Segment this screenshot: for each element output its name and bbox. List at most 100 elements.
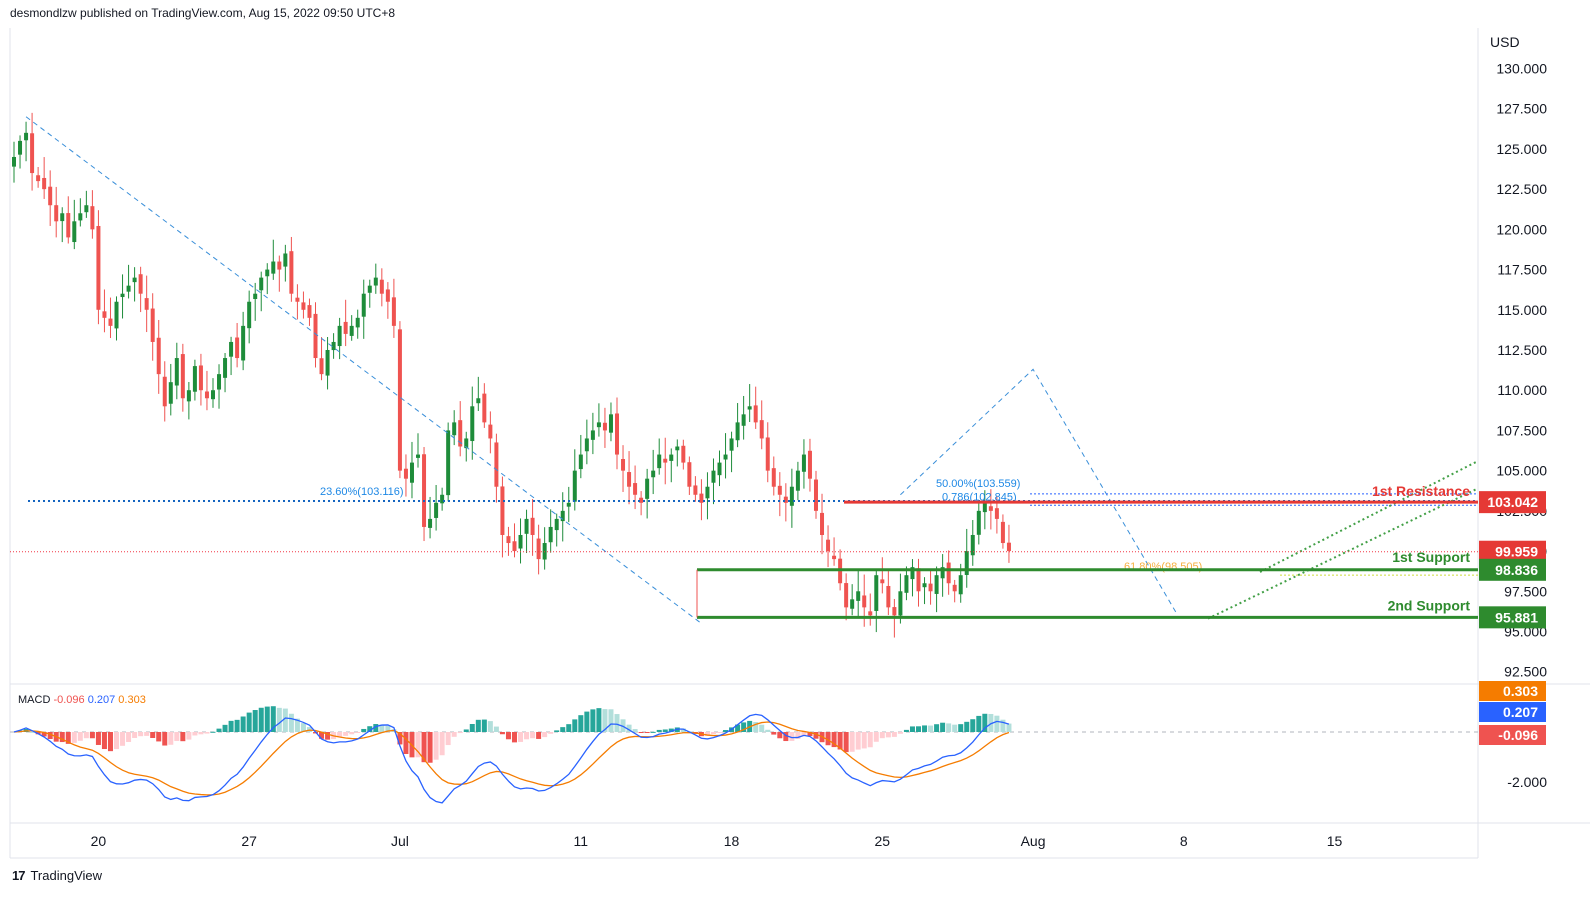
macd-hist-bar xyxy=(710,732,716,735)
candle-body xyxy=(253,293,258,300)
candle-body xyxy=(934,575,939,594)
y-tick-label: 97.500 xyxy=(1504,583,1547,599)
candle-body xyxy=(391,297,396,326)
macd-hist-bar xyxy=(982,713,988,732)
macd-hist-bar xyxy=(638,732,644,733)
macd-hist-bar xyxy=(288,713,294,732)
candle-body xyxy=(385,289,390,302)
candle-body xyxy=(259,277,264,291)
candle-body xyxy=(36,175,41,182)
candle-body xyxy=(976,510,981,535)
macd-hist-bar xyxy=(952,724,958,732)
macd-hist-bar xyxy=(813,732,819,739)
macd-hist-tag-bg xyxy=(1479,725,1546,745)
candle-body xyxy=(325,350,330,376)
candle-body xyxy=(373,277,378,286)
macd-hist-bar xyxy=(795,732,801,739)
macd-hist-bar xyxy=(101,732,107,750)
macd-hist-bar xyxy=(626,724,632,732)
macd-hist-bar xyxy=(71,732,77,743)
macd-hist-bar xyxy=(723,730,729,732)
macd-hist-bar xyxy=(228,720,234,732)
candle-body xyxy=(229,341,234,357)
macd-hist-bar xyxy=(107,732,113,752)
candle-body xyxy=(596,422,601,428)
macd-hist-bar xyxy=(457,732,463,734)
candle-body xyxy=(657,454,662,469)
candle-body xyxy=(452,422,457,436)
publish-info: desmondlzw published on TradingView.com,… xyxy=(10,6,396,20)
macd-hist-bar xyxy=(837,732,843,750)
macd-hist-bar xyxy=(499,732,505,735)
macd-hist-bar xyxy=(777,732,783,739)
macd-hist-bar xyxy=(415,732,421,758)
macd-hist-bar xyxy=(41,732,47,737)
current-price-tag-bg xyxy=(1479,540,1546,563)
price-chart[interactable]: USD 130.000 127.500 125.000 122.500 120.000 11… xyxy=(0,0,1590,870)
candle-body xyxy=(397,329,402,471)
candle-body xyxy=(916,568,921,592)
candle-body xyxy=(904,575,909,593)
candle-body xyxy=(488,424,493,439)
macd-hist-bar xyxy=(186,732,192,740)
resistance-tag-bg xyxy=(1479,491,1546,514)
macd-hist-bar xyxy=(379,724,385,732)
macd-hist-bar xyxy=(807,732,813,737)
candle-body xyxy=(403,468,408,479)
candle-body xyxy=(584,438,589,452)
macd-hist-bar xyxy=(632,729,638,732)
macd-hist-bar xyxy=(355,732,361,733)
macd-hist-bar xyxy=(518,732,524,742)
candle-body xyxy=(96,225,101,310)
candle-body xyxy=(355,317,360,328)
candle-body xyxy=(210,390,215,400)
candle-body xyxy=(994,508,999,519)
macd-hist-bar xyxy=(934,724,940,732)
candle-body xyxy=(289,251,294,294)
macd-hist-bar xyxy=(264,706,270,732)
candle-body xyxy=(988,506,993,511)
macd-hist-bar xyxy=(916,726,921,732)
candle-body xyxy=(464,438,469,449)
candle-body xyxy=(120,293,125,298)
candle-body xyxy=(717,462,722,476)
macd-hist-bar xyxy=(397,732,403,745)
candle-body xyxy=(807,450,812,479)
candle-body xyxy=(777,485,782,495)
macd-hist-bar xyxy=(801,732,807,736)
macd-hist-bar xyxy=(717,732,723,733)
candle-body xyxy=(771,468,776,487)
candle-body xyxy=(12,156,16,167)
macd-hist-bar xyxy=(319,732,325,739)
fib-786-label: 0.786(102.845) xyxy=(942,491,1017,503)
tradingview-footer[interactable]: 17 TradingView xyxy=(12,868,102,883)
candle-body xyxy=(608,414,613,433)
macd-hist-bar xyxy=(47,732,53,740)
candle-body xyxy=(566,502,571,507)
support2-label: 2nd Support xyxy=(1388,597,1471,613)
candle-body xyxy=(72,221,77,243)
macd-hist-bar xyxy=(361,728,367,732)
macd-hist-bar xyxy=(511,732,517,743)
candle-body xyxy=(759,420,764,439)
candle-body xyxy=(572,470,577,502)
candle-body xyxy=(416,454,421,458)
macd-hist-bar xyxy=(536,732,542,739)
candle-body xyxy=(313,313,318,359)
macd-hist-bar xyxy=(282,708,288,732)
x-tick-label: Aug xyxy=(1021,833,1046,849)
y-tick-label: 127.500 xyxy=(1496,101,1547,117)
macd-hist-bar xyxy=(861,732,867,749)
macd-hist-bar xyxy=(451,732,457,737)
candle-body xyxy=(90,206,95,230)
candle-body xyxy=(675,446,680,451)
candle-body xyxy=(982,502,987,513)
candle-body xyxy=(964,551,969,575)
macd-hist-bar xyxy=(566,724,572,732)
macd-hist-bar xyxy=(144,732,150,736)
candle-body xyxy=(247,301,252,329)
candle-body xyxy=(554,518,559,531)
candle-body xyxy=(349,325,354,336)
macd-hist-bar xyxy=(1006,723,1012,732)
macd-hist-bar xyxy=(650,731,656,733)
